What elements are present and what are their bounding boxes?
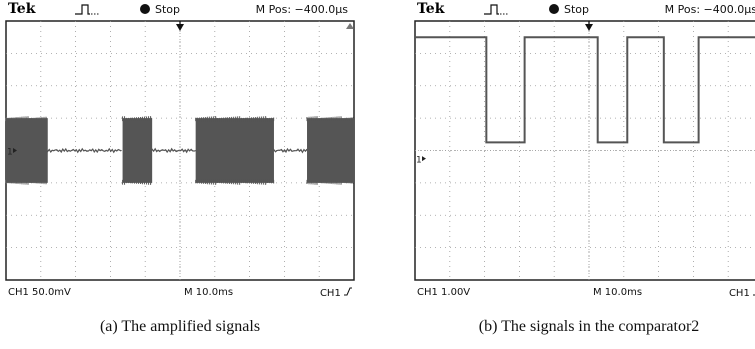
channel-ground-arrow	[422, 156, 426, 162]
burst-segment	[307, 118, 354, 183]
channel-ground-arrow	[13, 148, 17, 153]
brand-logo: Tek	[8, 1, 36, 17]
brand-logo: Tek	[417, 1, 445, 17]
waveform-screen: 1	[5, 20, 355, 281]
stop-dot-icon	[140, 4, 150, 14]
readout-bar: CH1 50.0mV M 10.0ms CH1	[4, 284, 356, 302]
run-state-indicator: Stop	[140, 3, 180, 16]
figure-caption: (a) The amplified signals	[99, 318, 261, 335]
trigger-type-icon	[484, 4, 508, 15]
timebase-readout: M 10.0ms	[184, 287, 234, 298]
trigger-source-label: CH1	[319, 288, 341, 299]
trigger-type-icon	[75, 4, 99, 15]
run-state-label: Stop	[564, 3, 590, 16]
run-state-indicator: Stop	[549, 3, 589, 16]
quiet-segment	[273, 147, 308, 154]
waveform-screen: 1	[414, 20, 755, 281]
oscilloscope-display: Tek Stop M Pos: −400.0µs 1 CH1 1.00V M 1…	[413, 0, 755, 305]
trigger-source-label: CH1	[728, 288, 750, 299]
burst-edge-noise	[195, 116, 275, 185]
figure-caption: (b) The signals in the comparator2	[478, 318, 700, 335]
readout-bar: CH1 1.00V M 10.0ms CH1	[413, 284, 755, 302]
burst-segment	[6, 118, 48, 183]
trigger-source-readout: CH1	[729, 287, 755, 299]
run-state-label: Stop	[155, 3, 181, 16]
timebase-readout: M 10.0ms	[593, 287, 643, 298]
trigger-source-readout: CH1	[320, 287, 352, 299]
channel-scale-readout: CH1 50.0mV	[8, 287, 71, 298]
channel-ground-marker: 1	[7, 148, 13, 158]
burst-segment	[122, 118, 153, 183]
trigger-level-icon	[346, 23, 354, 29]
scope-panel-a: Tek Stop M Pos: −400.0µs 1 CH1 50.0mV M …	[4, 0, 356, 335]
status-bar: Tek Stop M Pos: −400.0µs	[4, 0, 356, 19]
oscilloscope-display: Tek Stop M Pos: −400.0µs 1 CH1 50.0mV M …	[4, 0, 356, 305]
square-wave-trace	[415, 36, 755, 144]
rising-edge-icon	[344, 287, 352, 296]
trigger-position-arrow	[585, 24, 593, 31]
status-bar: Tek Stop M Pos: −400.0µs	[413, 0, 755, 19]
burst-edge-noise	[306, 116, 354, 185]
channel-ground-marker: 1	[416, 156, 422, 166]
horizontal-position-readout: M Pos: −400.0µs	[664, 3, 755, 16]
scope-panel-b: Tek Stop M Pos: −400.0µs 1 CH1 1.00V M 1…	[413, 0, 755, 335]
quiet-segment	[47, 147, 122, 154]
burst-edge-noise	[5, 116, 47, 185]
stop-dot-icon	[549, 4, 559, 14]
burst-segment	[195, 118, 274, 183]
quiet-segment	[151, 147, 196, 154]
channel-scale-readout: CH1 1.00V	[417, 287, 471, 298]
trigger-position-arrow	[176, 24, 184, 31]
horizontal-position-readout: M Pos: −400.0µs	[255, 3, 348, 16]
burst-edge-noise	[122, 116, 152, 185]
